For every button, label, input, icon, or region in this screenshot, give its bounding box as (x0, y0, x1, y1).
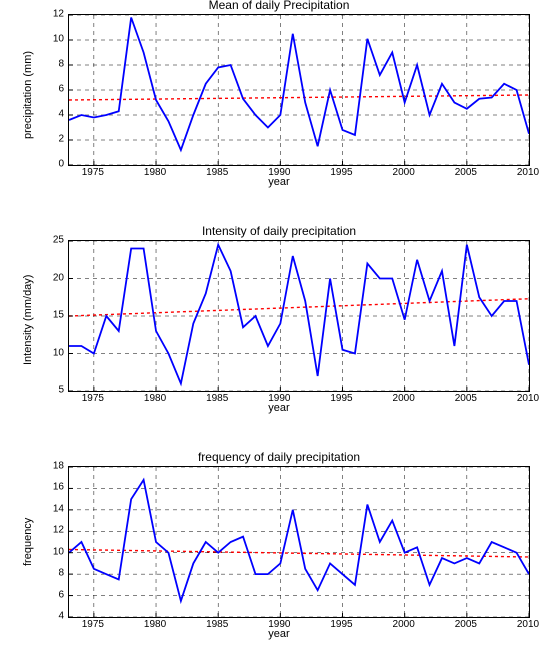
chart-title: Mean of daily Precipitation (0, 0, 558, 12)
plot-area (68, 466, 530, 618)
y-tick-label: 10 (53, 34, 64, 45)
plot-area (68, 240, 530, 392)
page-container: Mean of daily Precipitation1975198019851… (0, 0, 558, 664)
y-tick-label: 12 (53, 9, 64, 20)
y-tick-label: 12 (53, 525, 64, 536)
y-tick-label: 15 (53, 310, 64, 321)
chart-svg (69, 15, 529, 165)
y-tick-label: 6 (58, 589, 64, 600)
y-tick-label: 16 (53, 482, 64, 493)
y-tick-label: 4 (58, 611, 64, 622)
y-tick-label: 8 (58, 59, 64, 70)
trend-line (69, 95, 529, 100)
y-tick-label: 10 (53, 347, 64, 358)
trend-line (69, 550, 529, 558)
y-tick-label: 0 (58, 159, 64, 170)
mean-precip-chart: Mean of daily Precipitation1975198019851… (0, 0, 558, 220)
y-axis-label: frequency (22, 517, 34, 565)
chart-title: frequency of daily precipitation (0, 450, 558, 464)
y-tick-label: 4 (58, 109, 64, 120)
chart-svg (69, 241, 529, 391)
y-tick-label: 2 (58, 134, 64, 145)
y-tick-label: 25 (53, 235, 64, 246)
y-tick-label: 8 (58, 568, 64, 579)
data-line (69, 18, 529, 151)
y-tick-label: 20 (53, 272, 64, 283)
y-tick-label: 6 (58, 84, 64, 95)
chart-svg (69, 467, 529, 617)
y-tick-label: 5 (58, 385, 64, 396)
chart-title: Intensity of daily precipitation (0, 224, 558, 238)
plot-area (68, 14, 530, 166)
y-tick-label: 10 (53, 546, 64, 557)
y-axis-label: precipitation (mm) (22, 50, 34, 138)
intensity-precip-chart: Intensity of daily precipitation19751980… (0, 226, 558, 446)
y-tick-label: 14 (53, 503, 64, 514)
y-axis-label: Intensity (mm/day) (22, 274, 34, 364)
x-axis-label: year (0, 176, 558, 188)
x-axis-label: year (0, 402, 558, 414)
data-line (69, 480, 529, 601)
x-axis-label: year (0, 628, 558, 640)
frequency-precip-chart: frequency of daily precipitation19751980… (0, 452, 558, 672)
data-line (69, 245, 529, 384)
y-tick-label: 18 (53, 461, 64, 472)
